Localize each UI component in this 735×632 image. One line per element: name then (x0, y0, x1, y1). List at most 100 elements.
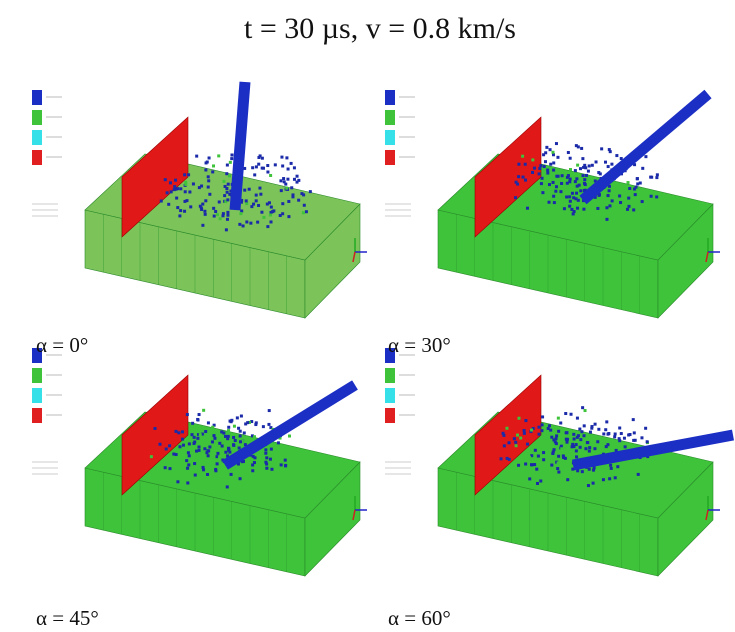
debris (633, 163, 637, 167)
debris (269, 173, 273, 177)
debris (184, 180, 188, 184)
debris (565, 195, 569, 199)
debris (257, 162, 261, 166)
debris (197, 445, 201, 449)
debris (191, 182, 195, 186)
debris (198, 433, 202, 437)
debris (566, 174, 570, 178)
debris (607, 184, 611, 188)
debris (163, 466, 167, 470)
debris (638, 181, 642, 185)
debris (282, 177, 286, 181)
debris (181, 437, 185, 441)
debris (549, 162, 553, 166)
debris (214, 469, 218, 473)
legend-swatch (385, 348, 395, 363)
debris (627, 196, 631, 200)
debris (184, 182, 188, 186)
debris (240, 439, 244, 443)
debris (580, 146, 584, 150)
debris (197, 413, 201, 417)
debris (259, 192, 263, 196)
debris (541, 191, 545, 195)
debris (564, 445, 568, 449)
debris (547, 424, 551, 428)
debris (266, 164, 270, 168)
debris (634, 185, 638, 189)
debris (563, 456, 567, 460)
debris (541, 415, 545, 419)
debris (572, 196, 576, 200)
debris (542, 451, 546, 455)
debris (644, 426, 648, 430)
debris (235, 416, 239, 420)
legend-swatch (385, 130, 395, 145)
debris (264, 448, 268, 452)
debris (257, 156, 261, 160)
debris (636, 182, 640, 186)
debris (250, 420, 254, 424)
debris (576, 198, 580, 202)
debris (224, 228, 228, 232)
debris (566, 151, 570, 155)
debris (158, 442, 162, 446)
debris (608, 204, 612, 208)
debris (578, 427, 582, 431)
debris (240, 198, 244, 202)
triad-axis (352, 251, 356, 263)
debris (570, 191, 574, 195)
debris (226, 213, 230, 217)
debris (214, 210, 218, 214)
debris (260, 210, 264, 214)
debris (655, 176, 659, 180)
debris (592, 466, 596, 470)
debris (290, 186, 294, 190)
debris (609, 463, 613, 467)
debris (285, 186, 289, 190)
debris (507, 457, 511, 461)
debris (606, 165, 610, 169)
debris (254, 423, 258, 427)
debris (554, 455, 558, 459)
debris (284, 182, 288, 186)
debris (507, 441, 511, 445)
debris (251, 454, 255, 458)
debris (279, 463, 283, 467)
debris (159, 199, 163, 203)
debris (243, 166, 247, 170)
debris (177, 431, 181, 435)
debris (602, 432, 606, 436)
debris (605, 217, 609, 221)
debris (655, 173, 659, 177)
debris (240, 209, 244, 213)
debris (174, 429, 178, 433)
debris (269, 220, 273, 224)
debris (524, 462, 528, 466)
debris (264, 460, 268, 464)
debris (229, 189, 233, 193)
debris (554, 442, 558, 446)
debris (224, 450, 228, 454)
debris (532, 166, 536, 170)
debris (174, 178, 178, 182)
debris (196, 417, 200, 421)
debris (201, 465, 205, 469)
debris (649, 194, 653, 198)
legend-swatch (385, 150, 395, 165)
debris (201, 223, 205, 227)
debris (562, 455, 566, 459)
panel (385, 89, 720, 319)
debris (291, 195, 295, 199)
debris (217, 154, 221, 158)
debris (172, 452, 176, 456)
debris (613, 476, 617, 480)
legend-swatch (385, 388, 395, 403)
legend-swatch (385, 368, 395, 383)
debris (178, 445, 182, 449)
debris (575, 206, 579, 210)
debris (215, 455, 219, 459)
debris (540, 423, 544, 427)
debris (567, 198, 571, 202)
debris (225, 187, 229, 191)
